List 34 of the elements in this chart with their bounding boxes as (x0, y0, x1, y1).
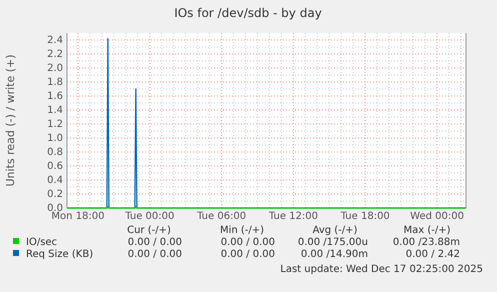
x-tick-label: Tue 00:00 (124, 211, 174, 222)
legend-label: Req Size (KB) (26, 249, 94, 260)
legend-label: IO/sec (26, 237, 58, 248)
y-axis-title: Units read (-) / write (+) (4, 54, 17, 187)
y-tick-label: 2.0 (47, 63, 63, 74)
text: 0.00 / 0.00 (128, 249, 182, 260)
text: 0.00 /23.88m (392, 237, 460, 248)
text: Avg (-/+) (312, 225, 358, 236)
x-tick-label: Wed 00:00 (410, 211, 464, 222)
y-tick-label: 1.4 (47, 105, 63, 116)
text: 0.00 / 2.42 (406, 249, 460, 260)
y-tick-label: 1.0 (47, 133, 63, 144)
text: 0.00 /14.90m (300, 249, 368, 260)
y-tick-label: 1.2 (47, 119, 63, 130)
text: Last update: Wed Dec 17 02:25:00 2025 (280, 264, 483, 275)
chart-title: IOs for /dev/sdb - by day (174, 6, 322, 20)
y-tick-label: 0.4 (47, 175, 63, 186)
y-tick-label: 2.2 (47, 49, 63, 60)
text: Cur (-/+) (127, 225, 171, 236)
x-tick-label: Tue 18:00 (340, 211, 390, 222)
y-tick-label: 0.8 (47, 147, 63, 158)
text: 0.00 /175.00u (298, 237, 368, 248)
y-tick-label: 0.2 (47, 189, 63, 200)
x-tick-label: Tue 06:00 (196, 211, 246, 222)
text: 0.00 / 0.00 (128, 237, 182, 248)
y-tick-label: 0.6 (47, 161, 63, 172)
text: Max (-/+) (403, 225, 451, 236)
text: 0.00 / 0.00 (220, 249, 275, 260)
y-tick-label: 2.4 (47, 35, 63, 46)
y-tick-label: 1.6 (47, 91, 63, 102)
y-tick-label: 1.8 (47, 77, 63, 88)
text: Min (-/+) (220, 225, 264, 236)
text: 0.00 / 0.00 (220, 237, 275, 248)
x-tick-label: Tue 12:00 (268, 211, 318, 222)
